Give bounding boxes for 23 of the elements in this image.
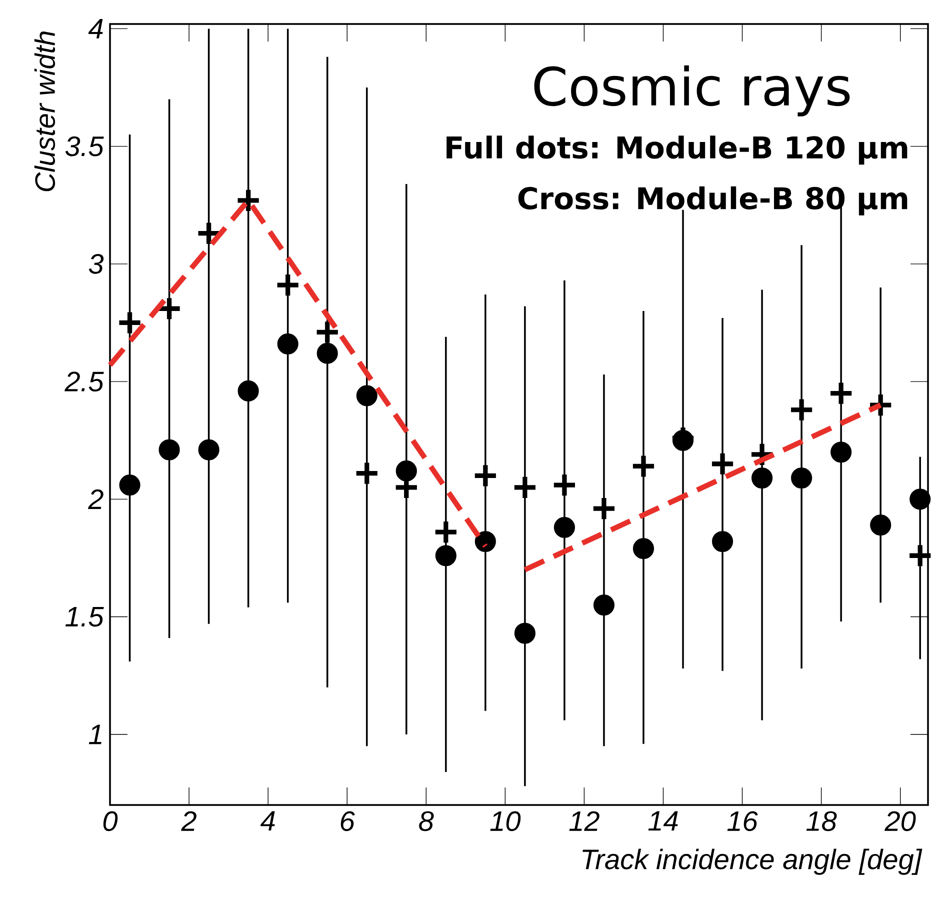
y-tick-label: 4 — [88, 19, 103, 38]
x-tick-label: 0 — [103, 811, 118, 832]
x-tick-label: 10 — [490, 811, 521, 832]
x-tick-label: 20 — [884, 811, 916, 832]
y-axis-title: Cluster width — [34, 32, 56, 192]
x-tick-label: 2 — [181, 811, 196, 831]
x-tick-label: 14 — [648, 811, 678, 831]
x-axis-title: Track incidence angle [deg] — [582, 848, 922, 875]
annotation: Full dots: Module-B 120 µm — [446, 136, 908, 165]
x-tick-label: 8 — [419, 811, 434, 832]
x-tick-label: 16 — [727, 811, 758, 832]
x-tick-label: 6 — [340, 811, 355, 832]
y-tick-label: 3.5 — [65, 136, 104, 156]
y-tick-label: 1 — [88, 724, 102, 744]
y-tick-label: 3 — [88, 254, 104, 274]
annotation: Cosmic rays — [534, 65, 850, 116]
y-tick-label: 2 — [88, 489, 104, 509]
y-tick-label: 1.5 — [65, 606, 104, 627]
x-tick-label: 18 — [806, 811, 837, 832]
y-tick-label: 2.5 — [64, 372, 104, 392]
annotation: Cross: Module-B 80 µm — [518, 186, 908, 216]
x-tick-label: 4 — [260, 811, 275, 831]
x-tick-label: 12 — [569, 811, 600, 831]
